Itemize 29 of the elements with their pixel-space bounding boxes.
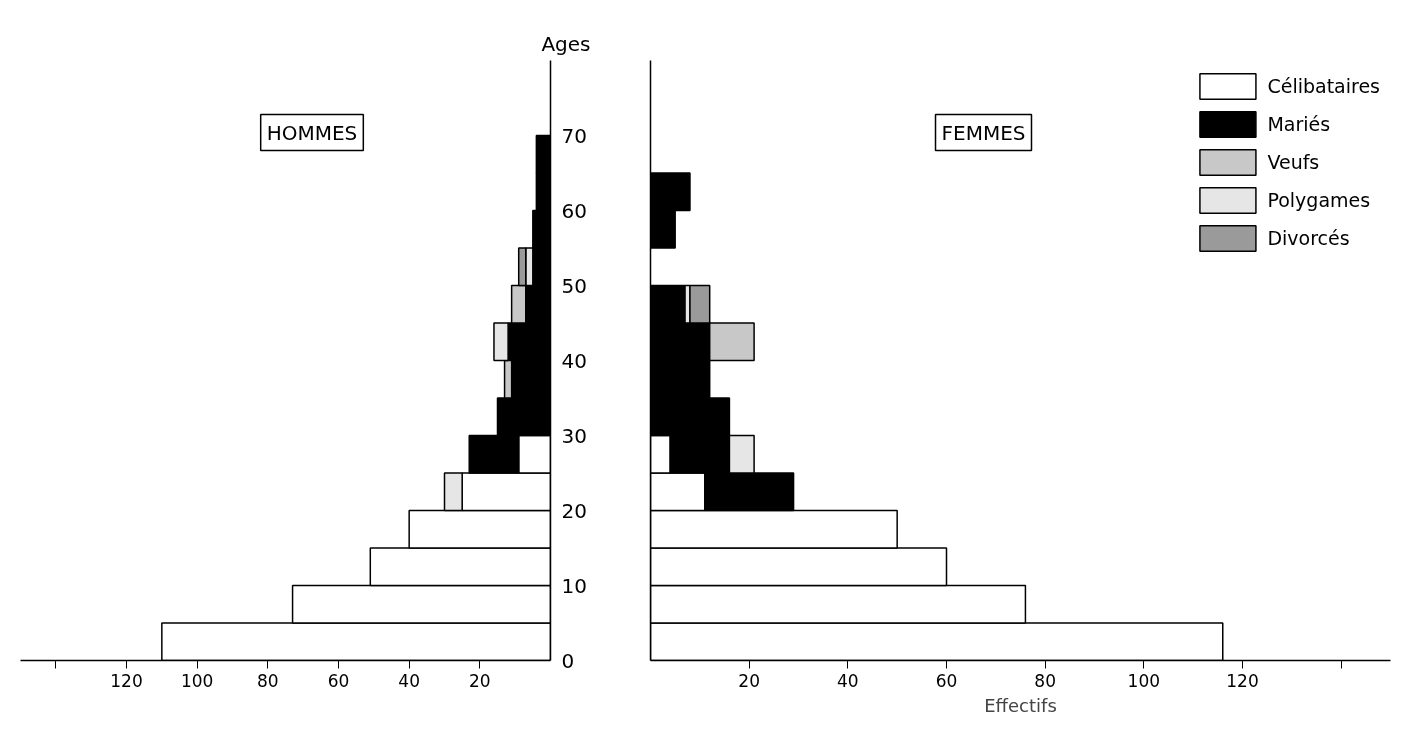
text: HOMMES bbox=[266, 120, 358, 145]
x-tick-label: 20 bbox=[738, 670, 760, 691]
y-tick-label: 50 bbox=[561, 273, 587, 298]
y-axis-title: Ages bbox=[541, 31, 591, 56]
legend-label: Divorcés bbox=[1267, 227, 1350, 249]
x-tick-label: 120 bbox=[1226, 670, 1259, 691]
legend-label: Veufs bbox=[1267, 151, 1320, 173]
x-tick-label: 100 bbox=[180, 670, 214, 691]
legend-label: Mariés bbox=[1267, 113, 1331, 135]
x-tick-label: 40 bbox=[837, 670, 859, 691]
text: FEMMES bbox=[941, 120, 1026, 145]
x-tick-label: 20 bbox=[469, 670, 491, 691]
x-tick-label: 120 bbox=[110, 670, 143, 691]
y-tick-label: 30 bbox=[561, 423, 587, 448]
y-tick-label: 0 bbox=[561, 648, 575, 673]
x-tick-label: 80 bbox=[257, 670, 279, 691]
y-tick-label: 10 bbox=[561, 573, 587, 598]
x-tick-label: 60 bbox=[935, 670, 958, 691]
x-axis-title: Effectifs bbox=[984, 694, 1057, 716]
y-tick-label: 20 bbox=[561, 498, 587, 523]
x-tick-label: 100 bbox=[1127, 670, 1161, 691]
y-tick-label: 70 bbox=[561, 123, 587, 148]
x-tick-label: 60 bbox=[327, 670, 350, 691]
x-tick-label: 80 bbox=[1034, 670, 1056, 691]
x-tick-label: 40 bbox=[398, 670, 420, 691]
legend-label: Célibataires bbox=[1267, 75, 1380, 97]
legend-label: Polygames bbox=[1267, 189, 1371, 211]
y-tick-label: 60 bbox=[561, 198, 587, 223]
y-tick-label: 40 bbox=[561, 348, 587, 373]
